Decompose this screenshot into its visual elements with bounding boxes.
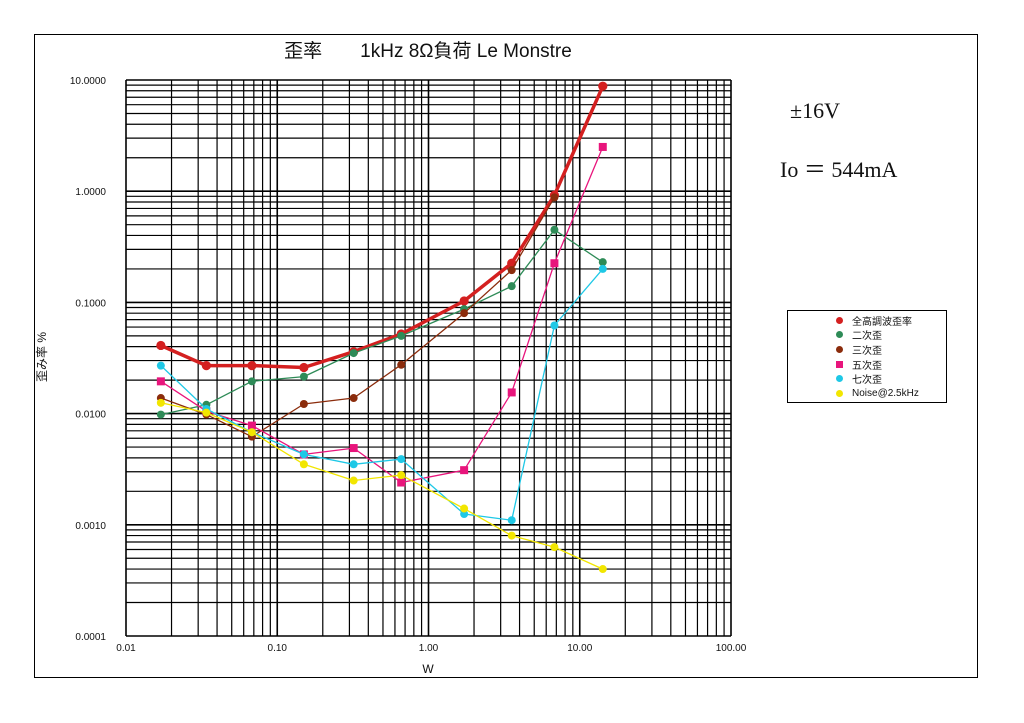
legend-item: 二次歪	[794, 328, 946, 343]
legend-item: 五次歪	[794, 357, 946, 372]
data-point	[460, 466, 469, 475]
data-point	[299, 460, 308, 469]
data-point	[397, 478, 406, 487]
y-tick-label: 0.1000	[75, 298, 106, 309]
data-point	[598, 142, 607, 151]
series-line	[160, 85, 605, 370]
data-point	[460, 504, 469, 513]
legend-label: 二次歪	[852, 331, 882, 343]
legend-label: 七次歪	[852, 375, 882, 387]
tick-labels: 0.01 0.10 1.00 10.00 100.00 0.0001 0.0010 0.010…	[70, 76, 747, 654]
data-point	[550, 259, 559, 268]
data-point	[201, 361, 211, 371]
data-point	[550, 225, 559, 234]
legend-label: 五次歪	[852, 360, 882, 372]
legend-marker	[836, 375, 843, 383]
data-point	[349, 460, 358, 469]
y-axis-label: 歪み率 %	[34, 332, 49, 382]
legend-item: 全高調波歪率	[794, 313, 946, 328]
series-2	[156, 193, 559, 441]
voltage-annotation: ±16V	[790, 98, 840, 123]
data-point	[299, 450, 308, 459]
data-point	[507, 531, 516, 540]
data-point	[397, 360, 406, 369]
data-point	[550, 193, 559, 202]
legend-item: Noise@2.5kHz	[794, 386, 946, 401]
data-point	[550, 321, 559, 330]
data-point	[598, 565, 607, 574]
data-point	[299, 362, 309, 373]
data-point	[550, 543, 559, 552]
data-point	[349, 444, 358, 453]
y-tick-label: 0.0100	[75, 410, 106, 421]
data-point	[156, 361, 165, 370]
y-tick-label: 0.0010	[75, 521, 106, 532]
data-point	[156, 340, 166, 351]
data-point	[598, 258, 607, 267]
data-point	[247, 428, 256, 437]
data-point	[349, 349, 358, 358]
data-point	[507, 282, 516, 291]
series-1	[156, 225, 607, 419]
legend-marker	[836, 331, 843, 339]
data-point	[397, 455, 406, 464]
legend-marker	[836, 345, 843, 353]
chart-frame	[34, 34, 978, 678]
data-point	[460, 309, 469, 318]
data-point	[507, 388, 516, 397]
data-point	[202, 408, 211, 417]
data-point	[247, 421, 256, 430]
data-point	[459, 296, 469, 306]
data-point	[299, 399, 308, 408]
current-annotation: Io ＝ 544mA	[780, 157, 898, 182]
series-line	[160, 197, 555, 438]
data-point	[349, 476, 358, 485]
chart-title: 歪率 1kHz 8Ω負荷 Le Monstre	[284, 40, 572, 62]
y-tick-label: 10.0000	[70, 76, 107, 87]
series-line	[160, 146, 604, 484]
legend-item: 七次歪	[794, 371, 946, 386]
series-layer	[156, 81, 608, 574]
series-3	[156, 142, 607, 487]
x-tick-label: 0.10	[268, 643, 288, 654]
legend-label: 三次歪	[852, 345, 882, 357]
series-0	[156, 81, 608, 373]
y-tick-label: 0.0001	[75, 632, 106, 643]
series-line	[160, 229, 604, 416]
legend: 全高調波歪率 二次歪三次歪五次歪七次歪 Noise@2.5kHz	[787, 310, 947, 403]
data-point	[507, 266, 516, 275]
data-point	[507, 516, 516, 525]
data-point	[598, 264, 607, 273]
series-5	[156, 398, 607, 574]
x-tick-label: 100.00	[716, 643, 747, 654]
series-line	[160, 402, 604, 570]
grid	[125, 79, 732, 637]
legend-marker	[836, 316, 843, 324]
data-point	[598, 81, 608, 91]
data-point	[349, 394, 358, 403]
x-axis-label: W	[422, 662, 434, 676]
data-point	[397, 331, 406, 340]
legend-marker	[836, 389, 843, 397]
data-point	[156, 398, 165, 407]
legend-label: Noise@2.5kHz	[852, 387, 919, 399]
data-point	[156, 377, 165, 386]
x-tick-label: 10.00	[567, 643, 592, 654]
series-4	[156, 264, 607, 525]
data-point	[156, 410, 165, 419]
data-point	[247, 361, 257, 371]
legend-marker	[836, 360, 843, 368]
x-tick-label: 0.01	[116, 643, 136, 654]
data-point	[397, 471, 406, 480]
data-point	[247, 377, 256, 386]
legend-item: 三次歪	[794, 342, 946, 357]
legend-label: 全高調波歪率	[852, 316, 912, 328]
data-point	[299, 372, 308, 381]
y-tick-label: 1.0000	[75, 187, 106, 198]
data-point	[460, 510, 469, 519]
series-line	[160, 268, 604, 521]
x-tick-label: 1.00	[419, 643, 439, 654]
